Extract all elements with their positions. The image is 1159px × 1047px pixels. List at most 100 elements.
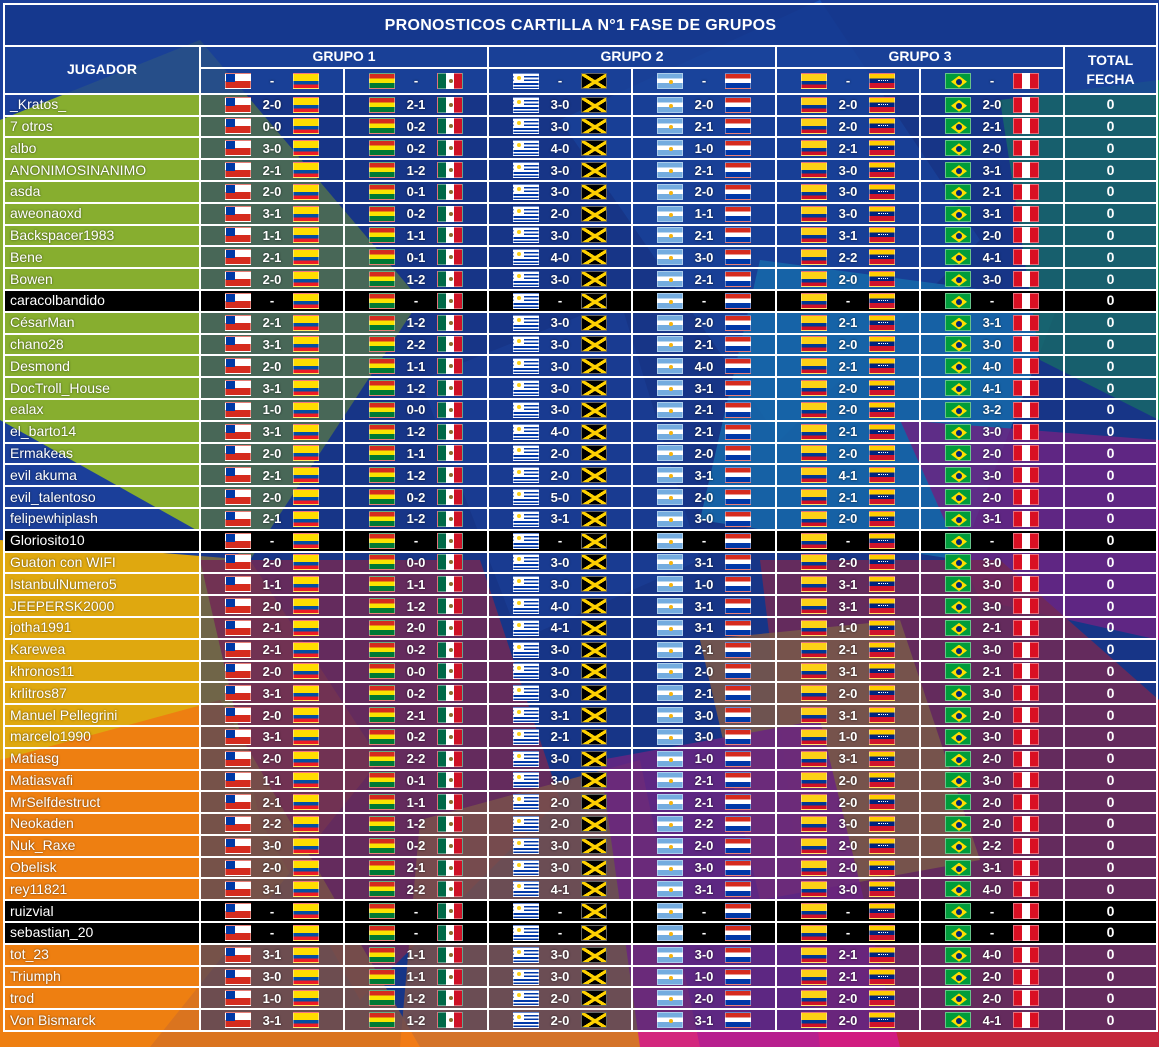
table-row: evil akuma 2-1 1-2 2-0 3-1 4-1 3-0 0: [3, 463, 1159, 488]
score-value: 3-0: [550, 554, 570, 570]
match-cell-bolivia-mexico: 0-2: [343, 114, 489, 139]
mexico-flag-icon: [437, 968, 463, 985]
score-value: 2-0: [838, 402, 858, 418]
jamaica-flag-icon: [581, 946, 607, 963]
match-cell-brazil-peru: 3-0: [919, 419, 1065, 444]
argentina-flag-icon: [657, 227, 683, 244]
match-cell-bolivia-mexico: 2-0: [343, 615, 489, 640]
table-row: 7 otros 0-0 0-2 3-0 2-1 2-0 2-1 0: [3, 114, 1159, 139]
mexico-flag-icon: [437, 336, 463, 353]
match-cell-brazil-peru: -: [919, 921, 1065, 945]
jamaica-flag-icon: [581, 794, 607, 811]
mexico-flag-icon: [437, 532, 463, 549]
match-cell-colombia-venezuela: 3-0: [775, 812, 921, 836]
mexico-flag-icon: [437, 554, 463, 571]
match-cell-argentina-paraguay: -: [631, 288, 777, 313]
score-value: -: [845, 293, 851, 309]
venezuela-flag-icon: [869, 96, 895, 113]
bolivia-flag-icon: [369, 707, 395, 723]
match-cell-argentina-paraguay: 2-0: [631, 179, 777, 204]
match-cell-brazil-peru: 3-0: [919, 463, 1065, 488]
score-value: 3-0: [982, 336, 1002, 352]
peru-flag-icon: [1013, 510, 1039, 527]
argentina-flag-icon: [657, 249, 683, 266]
venezuela-flag-icon: [869, 707, 895, 723]
match-cell-colombia-venezuela: 2-0: [775, 441, 921, 466]
match-cell-bolivia-mexico: -: [343, 288, 489, 313]
venezuela-flag-icon: [869, 336, 895, 353]
match-cell-bolivia-mexico: 1-2: [343, 463, 489, 488]
brazil-flag-icon: [945, 72, 971, 89]
jamaica-flag-icon: [581, 990, 607, 1007]
score-value: -: [701, 293, 707, 309]
peru-flag-icon: [1013, 358, 1039, 375]
match-cell-bolivia-mexico: 1-1: [343, 223, 489, 248]
score-value: 2-1: [694, 772, 714, 788]
uruguay-flag-icon: [513, 968, 539, 985]
bolivia-flag-icon: [369, 881, 395, 898]
bolivia-flag-icon: [369, 510, 395, 527]
score-value: 3-0: [982, 424, 1002, 440]
score-value: 2-1: [406, 860, 426, 876]
match-cell-colombia-venezuela: 2-0: [775, 550, 921, 575]
score-value: -: [701, 73, 707, 89]
brazil-flag-icon: [945, 576, 971, 593]
match-cell-argentina-paraguay: 2-1: [631, 397, 777, 422]
match-cell-bolivia-mexico: 1-1: [343, 441, 489, 466]
bolivia-flag-icon: [369, 489, 395, 506]
player-name: evil akuma: [3, 463, 201, 488]
chile-flag-icon: [225, 423, 251, 440]
match-cell-chile-ecuador: 3-1: [199, 942, 345, 967]
score-value: 1-1: [406, 794, 426, 810]
table-row: Bene 2-1 0-1 4-0 3-0 2-2 4-1 0: [3, 245, 1159, 270]
score-value: 2-0: [262, 707, 282, 723]
match-cell-chile-ecuador: 2-1: [199, 158, 345, 182]
score-value: 2-1: [838, 969, 858, 985]
score-value: 3-0: [550, 402, 570, 418]
ecuador-flag-icon: [293, 924, 319, 941]
match-cell-uruguay-jamaica: 5-0: [487, 485, 633, 509]
player-name: khronos11: [3, 659, 201, 684]
match-cell-argentina-paraguay: 3-1: [631, 594, 777, 618]
total-points: 0: [1062, 703, 1159, 727]
match-cell-bolivia-mexico: 1-1: [343, 790, 489, 815]
paraguay-flag-icon: [725, 249, 751, 266]
argentina-flag-icon: [657, 946, 683, 963]
score-value: 3-1: [262, 729, 282, 745]
table-row: Backspacer1983 1-1 1-1 3-0 2-1 3-1 2-0 0: [3, 223, 1159, 248]
score-value: 1-2: [406, 1012, 426, 1028]
match-cell-colombia-venezuela: 2-0: [775, 267, 921, 291]
mexico-flag-icon: [437, 837, 463, 854]
paraguay-flag-icon: [725, 292, 751, 309]
score-value: 0-2: [406, 489, 426, 505]
ecuador-flag-icon: [293, 554, 319, 571]
group-2-header: GRUPO 2: [487, 45, 777, 69]
player-name: DocTroll_House: [3, 376, 201, 400]
table-row: Gloriosito10 - - - - - - 0: [3, 528, 1159, 553]
score-value: 3-0: [694, 947, 714, 963]
player-name: Karewea: [3, 637, 201, 662]
page-title: PRONOSTICOS CARTILLA N°1 FASE DE GRUPOS: [2, 3, 1159, 47]
score-value: 1-0: [694, 140, 714, 156]
match-cell-colombia-venezuela: 4-1: [775, 463, 921, 488]
match-cell-uruguay-jamaica: 3-0: [487, 942, 633, 967]
score-value: 2-0: [694, 184, 714, 200]
mexico-flag-icon: [437, 183, 463, 200]
match-cell-brazil-peru: 3-1: [919, 201, 1065, 226]
match-cell-brazil-peru: 2-0: [919, 136, 1065, 161]
jamaica-flag-icon: [581, 205, 607, 222]
ecuador-flag-icon: [293, 489, 319, 506]
chile-flag-icon: [225, 903, 251, 920]
mexico-flag-icon: [437, 685, 463, 702]
chile-flag-icon: [225, 968, 251, 985]
score-value: 3-1: [838, 227, 858, 243]
match-cell-brazil-peru: 2-0: [919, 746, 1065, 771]
paraguay-flag-icon: [725, 336, 751, 353]
table-row: Guaton con WIFI 2-0 0-0 3-0 3-1 2-0 3-0 0: [3, 550, 1159, 575]
venezuela-flag-icon: [869, 772, 895, 789]
bolivia-flag-icon: [369, 227, 395, 244]
jamaica-flag-icon: [581, 445, 607, 462]
jamaica-flag-icon: [581, 924, 607, 941]
score-value: -: [557, 293, 563, 309]
player-name: chano28: [3, 332, 201, 357]
